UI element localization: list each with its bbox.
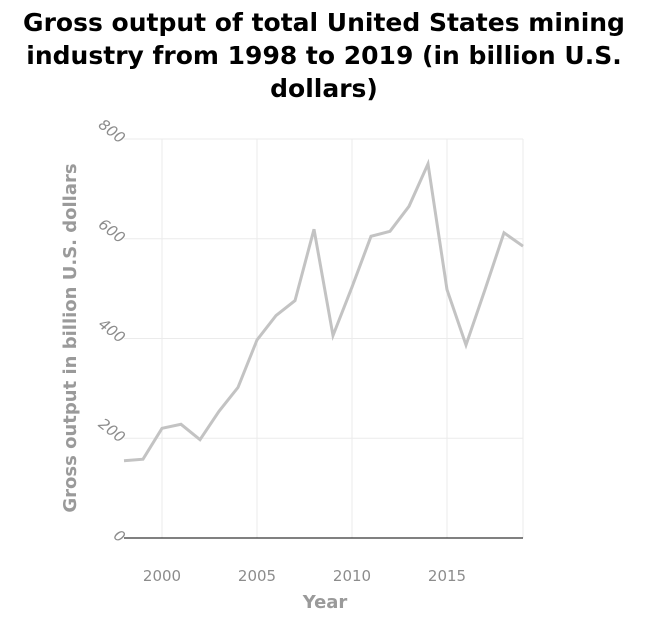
plot-frame <box>124 139 524 539</box>
x-tick-label: 2015 <box>428 567 466 585</box>
x-tick-labels: 2000 2005 2010 2015 <box>143 567 466 585</box>
x-tick-label: 2005 <box>238 567 276 585</box>
y-axis-label: Gross output in billion U.S. dollars <box>60 163 81 512</box>
y-tick-label: 800 <box>95 115 129 147</box>
x-tick-label: 2000 <box>143 567 181 585</box>
chart-title: Gross output of total United States mini… <box>23 8 625 103</box>
y-tick-labels: 0 200 400 600 800 <box>95 115 129 546</box>
series-line <box>123 158 524 463</box>
series-layer <box>123 158 524 463</box>
y-tick-label: 600 <box>95 215 129 247</box>
x-axis-label: Year <box>302 592 348 613</box>
y-tick-label: 400 <box>95 315 129 347</box>
y-tick-label: 0 <box>110 526 129 546</box>
y-tick-label: 200 <box>95 415 129 447</box>
x-tick-label: 2010 <box>333 567 371 585</box>
